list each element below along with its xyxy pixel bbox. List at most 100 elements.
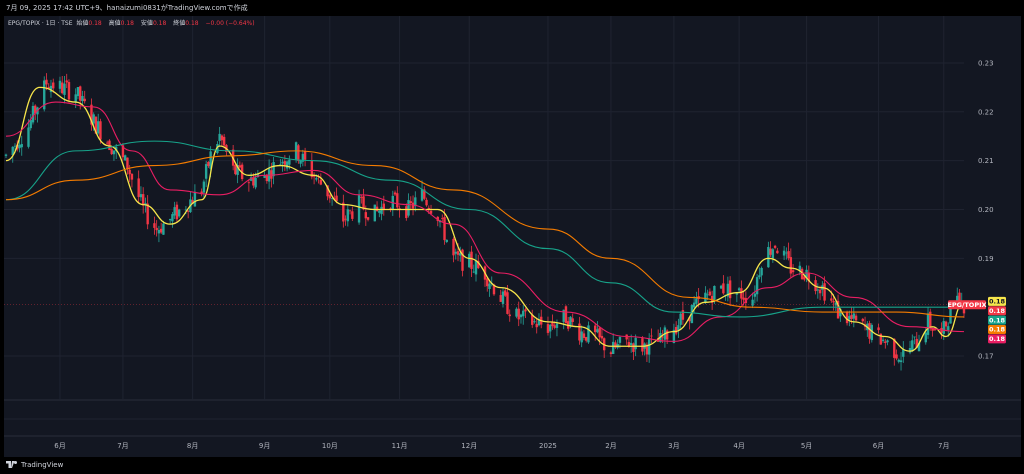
candle-down: [312, 176, 316, 178]
candle-down: [609, 352, 613, 355]
candle-up: [216, 143, 219, 154]
candle-down: [650, 335, 653, 337]
price-chart[interactable]: 0.23 0.22 0.21 0.20 0.19 0.17 6月 7月 8月 9月 10月 11月 1…: [4, 16, 1021, 457]
candle-down: [800, 268, 804, 280]
candle-down: [234, 164, 237, 175]
candle-down: [807, 272, 811, 282]
candle-up: [881, 339, 885, 342]
candle-down: [342, 202, 345, 222]
candle-up: [63, 83, 66, 95]
legend-high-label: 高値: [108, 20, 121, 27]
x-axis[interactable]: 6月 7月 8月 9月 10月 11月 12月 2025 2月 3月 4月 5月 6月 7月: [54, 442, 949, 450]
candle-down: [366, 217, 370, 220]
candle-down: [405, 206, 408, 219]
price-badge: 0.18: [988, 296, 1006, 306]
candle-down: [582, 333, 586, 338]
candle-down: [708, 291, 712, 296]
candle-up: [519, 314, 523, 318]
candle-down: [425, 199, 428, 206]
candle-down: [823, 283, 826, 301]
candle-down: [389, 208, 392, 210]
candle-down: [207, 161, 210, 167]
candle-up: [913, 336, 916, 338]
candle-up: [902, 349, 905, 357]
candle-up: [315, 178, 318, 180]
chart-panel[interactable]: [4, 16, 1021, 457]
legend-symbol[interactable]: EPG/TOPIX · 1日 · TSE: [8, 20, 73, 27]
candle-down: [344, 218, 347, 220]
candle-down: [283, 161, 287, 165]
candle-down: [121, 145, 125, 158]
candle-up: [76, 87, 80, 97]
candle-up: [737, 288, 741, 291]
candle-up: [949, 304, 952, 324]
tradingview-footer[interactable]: TradingView: [6, 458, 63, 472]
candle-up: [299, 160, 302, 164]
legend-open-value: 0.18: [88, 20, 102, 27]
candle-up: [27, 127, 30, 147]
candle-up: [695, 298, 698, 304]
candle-up: [719, 285, 723, 289]
candle-down: [632, 343, 635, 352]
candle-up: [18, 144, 21, 149]
candle-down: [110, 149, 113, 155]
candle-up: [947, 326, 950, 331]
candle-up: [4, 154, 8, 156]
candle-up: [758, 275, 761, 278]
candlesticks: [4, 73, 966, 371]
candle-down: [884, 341, 887, 343]
candle-down: [382, 203, 386, 210]
candle-up: [942, 321, 945, 334]
candle-down: [564, 306, 568, 324]
candle-down: [461, 249, 464, 271]
candle-up: [414, 197, 417, 207]
candle-down: [52, 82, 55, 89]
legend-low-value: 0.18: [152, 20, 167, 27]
candle-down: [443, 217, 446, 241]
candle-down: [297, 145, 300, 161]
price-badge-bg: [988, 306, 1006, 316]
candle-down: [429, 210, 433, 214]
candle-up: [209, 151, 212, 169]
moving-average-line-4: [5, 150, 965, 318]
candle-down: [427, 207, 430, 210]
candle-down: [492, 284, 496, 295]
x-tick-label: 12月: [461, 442, 477, 450]
candle-down: [141, 194, 145, 206]
price-badge-text: 0.18: [989, 335, 1006, 343]
candle-up: [357, 195, 361, 223]
candle-up: [587, 325, 590, 343]
candle-down: [99, 121, 102, 140]
candle-up: [49, 85, 53, 93]
candle-down: [551, 321, 554, 327]
candle-down: [674, 327, 678, 334]
legend-open-label: 始値: [76, 20, 89, 27]
legend-close-value: 0.18: [185, 20, 199, 27]
candle-up: [713, 285, 716, 300]
y-axis[interactable]: 0.23 0.22 0.21 0.20 0.19 0.17: [978, 59, 994, 360]
candle-up: [202, 181, 206, 193]
candle-up: [679, 313, 682, 325]
candle-down: [94, 116, 98, 134]
candle-up: [580, 331, 583, 343]
candle-up: [301, 153, 305, 162]
candle-down: [222, 136, 226, 146]
candle-up: [81, 95, 84, 102]
candle-up: [782, 250, 786, 256]
candle-down: [375, 206, 379, 212]
candle-down: [423, 189, 426, 199]
candle-down: [362, 196, 365, 210]
candle-up: [611, 341, 615, 354]
candle-down: [627, 342, 631, 347]
candle-up: [184, 209, 188, 211]
candle-down: [929, 311, 932, 329]
candle-down: [108, 140, 111, 151]
candle-up: [346, 209, 350, 222]
candle-up: [704, 292, 707, 303]
candle-up: [139, 194, 143, 198]
candle-down: [895, 354, 898, 359]
candle-up: [20, 144, 23, 148]
candle-down: [47, 87, 50, 89]
candle-up: [908, 348, 912, 353]
x-tick-label: 2月: [605, 442, 616, 450]
